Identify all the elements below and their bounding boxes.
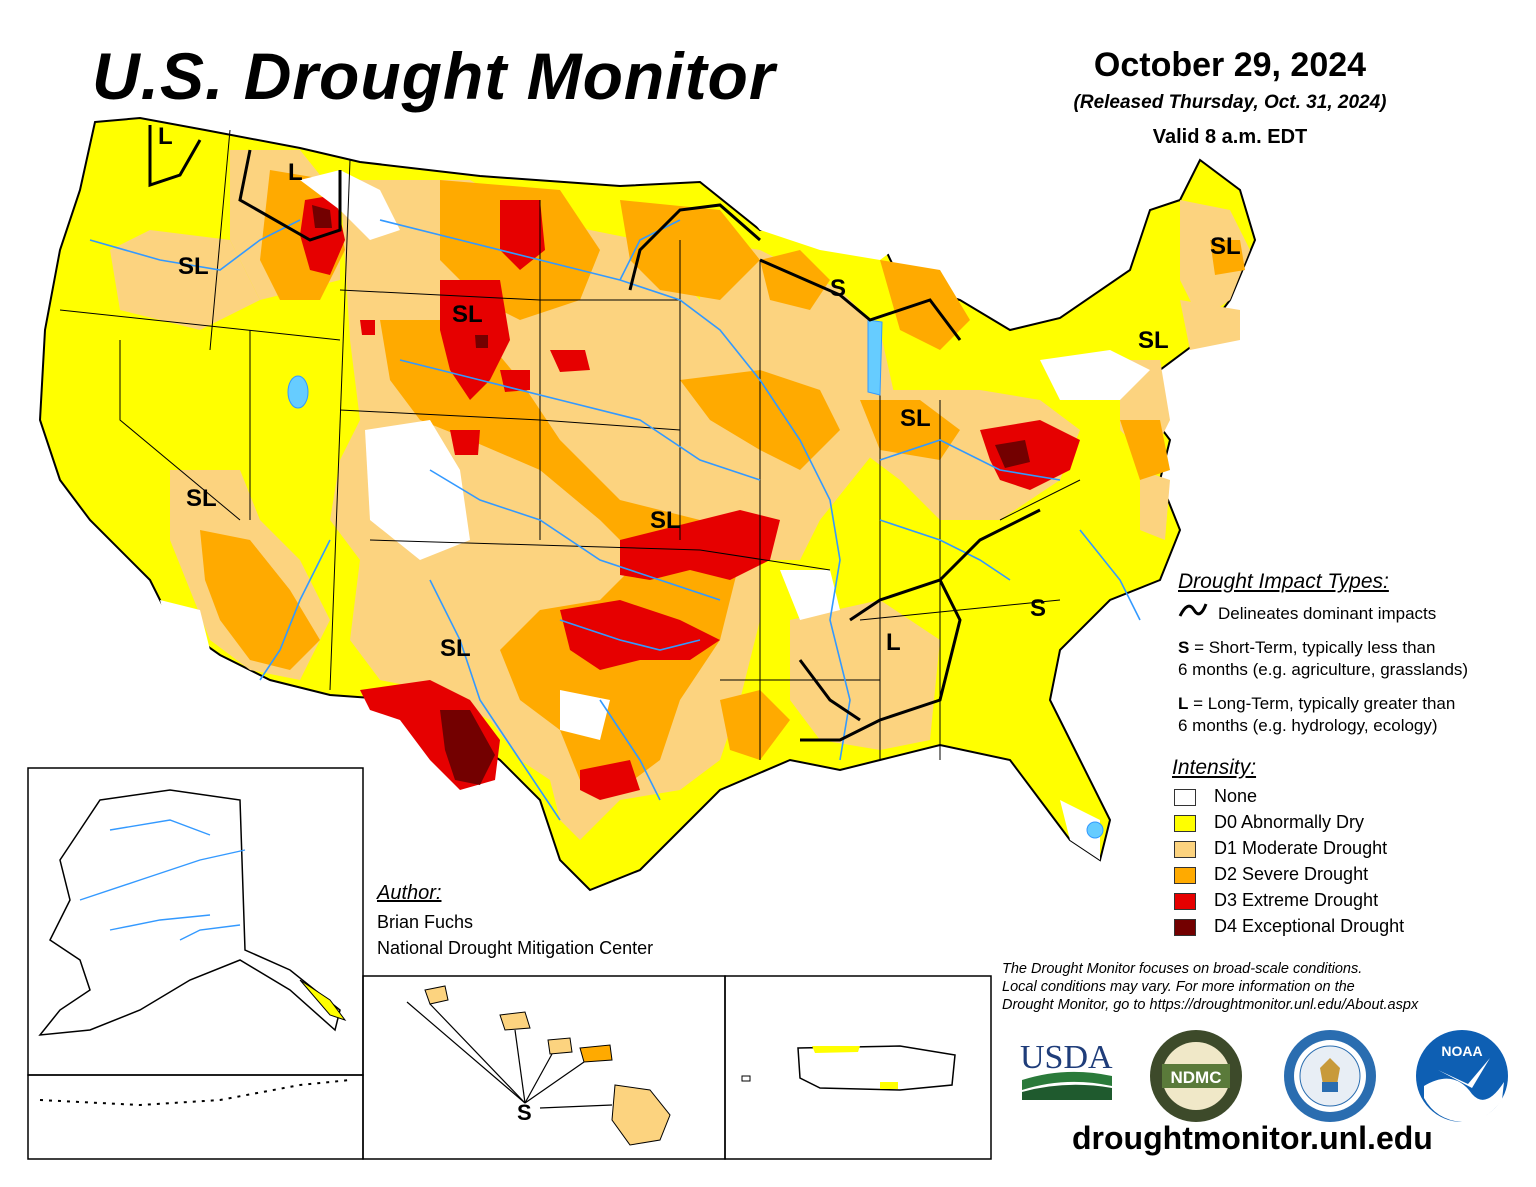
state-boundaries: [59, 129, 1081, 760]
impact-line-symbol: [1178, 603, 1208, 617]
author-name: Brian Fuchs: [377, 912, 474, 932]
short-term-text-2: 6 months (e.g. agriculture, grasslands): [1178, 660, 1469, 679]
author-heading: Author:: [377, 882, 442, 904]
impact-label-sl-or: SL: [178, 253, 209, 280]
swatch-d3: [1174, 893, 1196, 910]
impact-label-sl-in: SL: [900, 405, 931, 432]
long-term-letter: L: [1178, 694, 1189, 713]
impact-lines: [148, 125, 1041, 742]
none-regions: [160, 170, 1150, 860]
impact-label-s-hi: S: [517, 1100, 532, 1125]
usda-logo-text: USDA: [1020, 1039, 1113, 1076]
swatch-d4: [1174, 919, 1196, 936]
alaska-inset: [38, 789, 351, 1107]
disclaimer-line-2: Local conditions may vary. For more info…: [1002, 979, 1355, 995]
valid-time: Valid 8 a.m. EDT: [1152, 126, 1308, 148]
impact-label-s-wi: S: [830, 275, 846, 302]
release-date: (Released Thursday, Oct. 31, 2024): [1073, 92, 1387, 113]
website-link[interactable]: droughtmonitor.unl.edu: [1072, 1120, 1433, 1156]
disclaimer-line-3: Drought Monitor, go to https://droughtmo…: [1002, 997, 1419, 1013]
rivers: [89, 219, 1141, 821]
intensity-label-d2: D2 Severe Drought: [1214, 864, 1369, 884]
intensity-label-d3: D3 Extreme Drought: [1214, 890, 1379, 910]
swatch-d1: [1174, 841, 1196, 858]
intensity-label-d1: D1 Moderate Drought: [1214, 838, 1388, 858]
commerce-seal-logo[interactable]: [1282, 1028, 1378, 1124]
long-term-text-1: = Long-Term, typically greater than: [1188, 694, 1456, 713]
impact-label-sl-ks: SL: [650, 507, 681, 534]
impact-label-l-id: L: [288, 159, 303, 186]
map-date: October 29, 2024: [1093, 46, 1367, 84]
long-term-desc: L = Long-Term, typically greater than: [1178, 693, 1455, 715]
short-term-desc: S = Short-Term, typically less than: [1178, 637, 1435, 659]
noaa-logo-text: NOAA: [1441, 1043, 1482, 1059]
usda-logo[interactable]: USDA: [1018, 1036, 1114, 1104]
puerto-rico-inset: [741, 1045, 956, 1091]
lakes: [287, 319, 1104, 839]
d4-regions: [312, 205, 1030, 785]
intensity-label-d0: D0 Abnormally Dry: [1214, 812, 1365, 832]
short-term-letter: S: [1178, 638, 1190, 657]
impact-label-sl-ne: SL: [1210, 233, 1241, 260]
noaa-logo[interactable]: NOAA: [1414, 1028, 1510, 1124]
long-term-text-2: 6 months (e.g. hydrology, ecology): [1178, 716, 1438, 735]
disclaimer: The Drought Monitor focuses on broad-sca…: [1002, 960, 1512, 1014]
ndmc-logo-text: NDMC: [1171, 1068, 1222, 1087]
impact-label-sl-ny: SL: [1138, 327, 1169, 354]
intensity-heading: Intensity:: [1172, 756, 1257, 779]
short-term-text-1: = Short-Term, typically less than: [1189, 638, 1436, 657]
impact-label-sl-nv: SL: [186, 485, 217, 512]
impact-line-desc: Delineates dominant impacts: [1218, 604, 1437, 623]
intensity-label-none: None: [1214, 786, 1258, 806]
swatch-d2: [1174, 867, 1196, 884]
inset-frames: [27, 767, 992, 1160]
hawaii-inset: S: [406, 985, 671, 1146]
swatch-none: [1174, 789, 1196, 806]
swatch-d0: [1174, 815, 1196, 832]
impact-label-sl-nm: SL: [440, 635, 471, 662]
author-org: National Drought Mitigation Center: [377, 938, 654, 958]
disclaimer-line-1: The Drought Monitor focuses on broad-sca…: [1002, 961, 1363, 977]
impact-label-sl-wy: SL: [452, 301, 483, 328]
intensity-label-d4: D4 Exceptional Drought: [1214, 916, 1405, 936]
map-title: U.S. Drought Monitor: [92, 39, 776, 113]
impact-label-l-ms: L: [886, 629, 901, 656]
ndmc-logo[interactable]: NDMC: [1148, 1028, 1244, 1124]
impact-types-heading: Drought Impact Types:: [1178, 570, 1389, 593]
impact-label-l-wa: L: [158, 123, 173, 150]
impact-label-s-sc: S: [1030, 595, 1046, 622]
